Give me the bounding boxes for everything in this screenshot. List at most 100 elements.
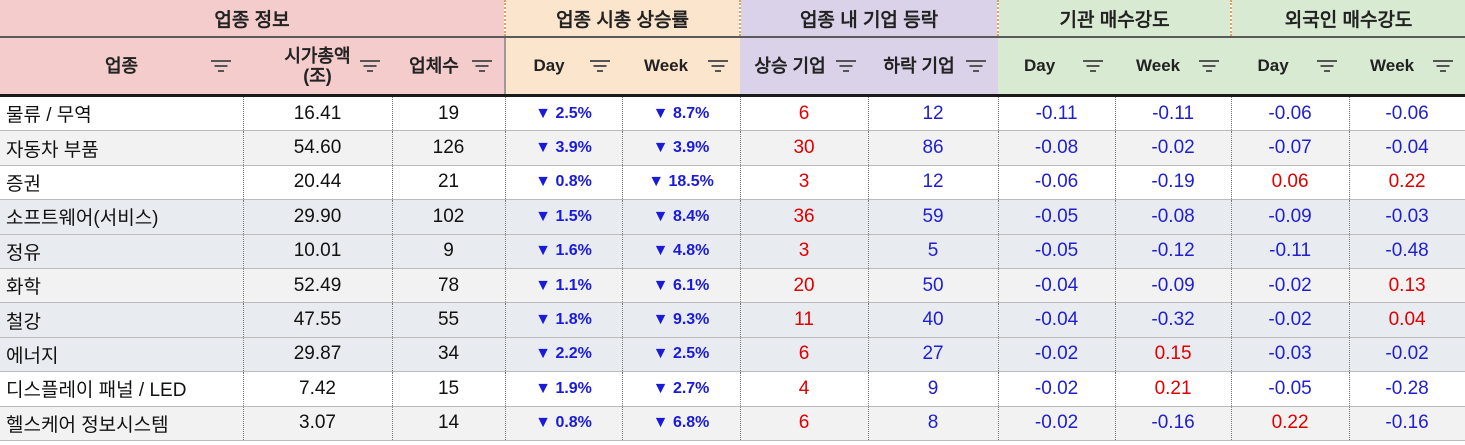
cell-fall: 12 (868, 165, 999, 201)
table-row[interactable]: 철강 47.55 55 ▼ 1.8% ▼ 9.3% 11 40 -0.04 -0.32 -0.02… (0, 302, 1465, 338)
cell-mktcap: 29.90 (243, 199, 393, 235)
col-rise: 상승 기업 (740, 37, 869, 97)
filter-icon[interactable] (211, 59, 231, 73)
cell-sector: 정유 (0, 234, 244, 269)
filter-icon[interactable] (1083, 59, 1104, 73)
table-row[interactable]: 헬스케어 정보시스템 3.07 14 ▼ 0.8% ▼ 6.8% 6 8 -0.02 -0.16… (0, 406, 1465, 441)
filter-icon[interactable] (836, 59, 857, 73)
filter-icon[interactable] (708, 59, 729, 73)
cell-cap-week: ▼ 18.5% (622, 165, 741, 201)
col-for-week-label: Week (1370, 56, 1415, 75)
cell-for-week: -0.03 (1349, 199, 1465, 235)
col-fall: 하락 기업 (868, 37, 999, 97)
cell-cap-day: ▼ 0.8% (505, 406, 623, 441)
cell-cap-day: ▼ 1.9% (505, 371, 623, 407)
table-row[interactable]: 소프트웨어(서비스) 29.90 102 ▼ 1.5% ▼ 8.4% 36 59 -0.05-… (0, 199, 1465, 235)
cell-count: 19 (392, 95, 506, 132)
group-sector-info: 업종 정보 (0, 0, 507, 38)
cell-mktcap: 10.01 (243, 234, 393, 269)
col-for-day-label: Day (1257, 56, 1289, 75)
cell-sector: 자동차 부품 (0, 130, 244, 166)
cell-inst-day: -0.05 (998, 234, 1116, 269)
table-row[interactable]: 화학 52.49 78 ▼ 1.1% ▼ 6.1% 20 50 -0.04 -0.09 -0.02… (0, 268, 1465, 304)
filter-icon[interactable] (590, 59, 611, 73)
cell-cap-week: ▼ 4.8% (622, 234, 741, 269)
cell-cap-day: ▼ 1.1% (505, 268, 623, 304)
col-count: 업체수 (392, 37, 507, 97)
cell-inst-day: -0.06 (998, 165, 1116, 201)
cell-cap-week: ▼ 8.7% (622, 95, 741, 132)
filter-icon[interactable] (360, 59, 380, 73)
cell-inst-day: -0.04 (998, 302, 1116, 338)
filter-icon[interactable] (1317, 59, 1338, 73)
filter-icon[interactable] (1433, 59, 1454, 73)
cell-fall: 50 (868, 268, 999, 304)
cell-cap-week: ▼ 6.8% (622, 406, 741, 441)
cell-rise: 36 (740, 199, 869, 235)
table-row[interactable]: 정유 10.01 9 ▼ 1.6% ▼ 4.8% 3 5 -0.05 -0.12 -0.11 -0.… (0, 234, 1465, 269)
cell-mktcap: 16.41 (243, 95, 393, 132)
cell-for-week: -0.02 (1349, 337, 1465, 373)
col-rise-label: 상승 기업 (754, 56, 826, 76)
col-sector-label: 업종 (104, 56, 139, 76)
cell-fall: 12 (868, 95, 999, 132)
cell-for-day: 0.06 (1231, 165, 1350, 201)
cell-mktcap: 7.42 (243, 371, 393, 407)
cell-for-week: -0.16 (1349, 406, 1465, 441)
table-row[interactable]: 에너지 29.87 34 ▼ 2.2% ▼ 2.5% 6 27 -0.02 0.15 -0.03-… (0, 337, 1465, 373)
col-cap-day-label: Day (533, 56, 565, 75)
cell-cap-week: ▼ 2.7% (622, 371, 741, 407)
cell-sector: 물류 / 무역 (0, 95, 244, 132)
cell-rise: 20 (740, 268, 869, 304)
cell-rise: 6 (740, 95, 869, 132)
cell-inst-day: -0.05 (998, 199, 1116, 235)
cell-count: 9 (392, 234, 506, 269)
col-cap-day: Day (505, 37, 623, 97)
filter-icon[interactable] (966, 59, 987, 73)
table-row[interactable]: 자동차 부품 54.60 126 ▼ 3.9% ▼ 3.9% 30 86 -0.08 -0.02… (0, 130, 1465, 166)
cell-for-day: -0.11 (1231, 234, 1350, 269)
cell-cap-week: ▼ 2.5% (622, 337, 741, 373)
cell-fall: 8 (868, 406, 999, 441)
cell-cap-day: ▼ 1.5% (505, 199, 623, 235)
cell-inst-day: -0.02 (998, 371, 1116, 407)
cell-count: 78 (392, 268, 506, 304)
table-row[interactable]: 물류 / 무역 16.41 19 ▼ 2.5% ▼ 8.7% 6 12 -0.11 -0.11-… (0, 95, 1465, 132)
col-inst-day-label: Day (1023, 56, 1056, 75)
cell-for-day: -0.06 (1231, 95, 1350, 132)
cell-for-day: -0.07 (1231, 130, 1350, 166)
cell-cap-day: ▼ 3.9% (505, 130, 623, 166)
cell-for-week: -0.28 (1349, 371, 1465, 407)
col-for-day: Day (1231, 37, 1350, 97)
table-row[interactable]: 증권 20.44 21 ▼ 0.8% ▼ 18.5% 3 12 -0.06 -0.19 0.06 0… (0, 165, 1465, 201)
cell-inst-week: -0.32 (1115, 302, 1232, 338)
cell-inst-day: -0.02 (998, 406, 1116, 441)
cell-mktcap: 3.07 (243, 406, 393, 441)
group-cap-change: 업종 시총 상승률 (505, 0, 742, 38)
cell-fall: 86 (868, 130, 999, 166)
cell-count: 34 (392, 337, 506, 373)
cell-for-week: -0.48 (1349, 234, 1465, 269)
cell-inst-day: -0.08 (998, 130, 1116, 166)
col-for-week: Week (1349, 37, 1465, 97)
filter-icon[interactable] (1199, 59, 1220, 73)
group-institution: 기관 매수강도 (998, 0, 1233, 38)
cell-sector: 화학 (0, 268, 244, 304)
cell-for-week: 0.22 (1349, 165, 1465, 201)
cell-mktcap: 54.60 (243, 130, 393, 166)
cell-inst-day: -0.11 (998, 95, 1116, 132)
cell-inst-week: -0.19 (1115, 165, 1232, 201)
cell-for-day: -0.09 (1231, 199, 1350, 235)
table-row[interactable]: 디스플레이 패널 / LED 7.42 15 ▼ 1.9% ▼ 2.7% 4 9 -0.02 0… (0, 371, 1465, 407)
table-body: 물류 / 무역 16.41 19 ▼ 2.5% ▼ 8.7% 6 12 -0.11 -0.11-… (0, 95, 1465, 441)
cell-rise: 3 (740, 165, 869, 201)
cell-sector: 에너지 (0, 337, 244, 373)
cell-cap-day: ▼ 1.8% (505, 302, 623, 338)
cell-fall: 27 (868, 337, 999, 373)
col-count-label: 업체수 (409, 56, 459, 76)
cell-rise: 11 (740, 302, 869, 338)
col-fall-label: 하락 기업 (883, 56, 955, 76)
filter-icon[interactable] (472, 59, 493, 73)
cell-sector: 철강 (0, 302, 244, 338)
